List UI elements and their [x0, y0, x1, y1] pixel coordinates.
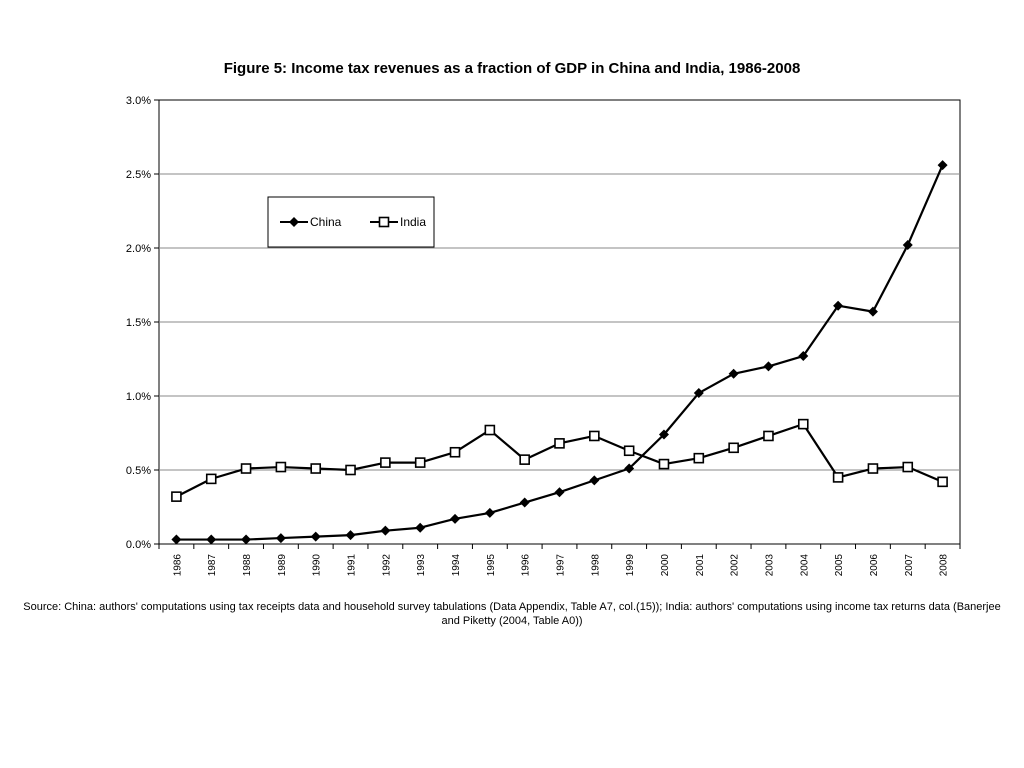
x-tick-label: 2004 [799, 554, 810, 577]
x-tick-label: 2002 [730, 554, 741, 577]
data-point-india [310, 463, 322, 474]
x-tick-label: 2006 [869, 554, 880, 577]
x-tick-label: 2007 [904, 554, 915, 577]
data-point-china [345, 530, 356, 541]
data-point-china [833, 300, 844, 311]
x-tick-label: 1996 [521, 554, 532, 577]
data-point-china [380, 525, 391, 536]
y-tick-label: 0.0% [126, 539, 151, 551]
data-point-china [937, 160, 948, 171]
data-point-china [484, 507, 495, 518]
data-point-china [867, 306, 878, 317]
x-tick-label: 1998 [590, 554, 601, 577]
data-point-china [171, 534, 182, 545]
data-point-china [693, 388, 704, 399]
x-tick-label: 1997 [556, 554, 567, 577]
data-point-china [241, 534, 252, 545]
data-point-china [589, 475, 600, 486]
legend-label-china: China [310, 215, 342, 229]
data-point-india [728, 442, 739, 454]
y-tick-label: 2.5% [126, 169, 151, 181]
y-tick-label: 2.0% [126, 243, 151, 255]
x-tick-label: 2000 [660, 554, 671, 577]
x-tick-label: 2003 [764, 554, 775, 577]
x-tick-label: 1992 [381, 554, 392, 577]
data-point-india [589, 430, 600, 442]
data-point-india [449, 446, 461, 458]
data-point-india [171, 491, 182, 502]
data-point-india [832, 472, 844, 483]
data-point-china [763, 361, 774, 372]
data-point-india [414, 457, 426, 468]
data-point-india [240, 463, 252, 474]
data-point-india [937, 476, 948, 488]
legend-marker-china [289, 217, 299, 227]
x-tick-label: 2005 [834, 554, 845, 577]
x-tick-label: 1987 [207, 554, 218, 577]
data-point-india [275, 461, 287, 473]
data-point-india [693, 452, 705, 464]
data-point-china [415, 522, 426, 533]
legend-marker-india [378, 216, 390, 228]
x-tick-label: 1993 [416, 554, 427, 577]
data-point-india [902, 461, 914, 473]
data-point-india [554, 438, 565, 449]
data-point-china [902, 240, 913, 251]
x-tick-label: 1999 [625, 554, 636, 577]
data-point-china [728, 368, 739, 379]
data-point-china [519, 497, 530, 508]
data-point-india [867, 463, 879, 474]
data-point-china [798, 351, 809, 362]
x-tick-label: 1994 [451, 554, 462, 577]
data-point-china [554, 487, 565, 498]
data-point-china [310, 531, 321, 542]
data-point-india [380, 457, 391, 468]
data-point-china [624, 463, 635, 474]
x-tick-label: 2001 [695, 554, 706, 577]
x-tick-label: 1986 [172, 554, 183, 577]
data-point-india [519, 454, 530, 465]
y-tick-label: 3.0% [126, 95, 151, 107]
data-point-india [484, 424, 496, 436]
series-line-india [175, 423, 944, 498]
data-point-china [206, 534, 217, 545]
data-point-india [658, 458, 670, 470]
y-tick-label: 0.5% [126, 465, 151, 477]
data-point-china [275, 533, 286, 544]
legend-label-india: India [400, 215, 426, 229]
x-tick-label: 1989 [277, 554, 288, 577]
x-tick-label: 1990 [312, 554, 323, 577]
x-tick-label: 1988 [242, 554, 253, 577]
x-tick-label: 1995 [486, 554, 497, 577]
data-point-china [450, 513, 461, 524]
x-tick-label: 1991 [347, 554, 358, 577]
data-point-india [623, 445, 635, 457]
data-point-china [658, 429, 669, 440]
data-point-india [205, 473, 217, 485]
data-point-india [763, 430, 774, 442]
source-note: Source: China: authors' computations usi… [23, 601, 1001, 627]
data-point-india [797, 418, 809, 430]
y-tick-label: 1.5% [126, 317, 151, 329]
chart-title: Figure 5: Income tax revenues as a fract… [223, 60, 801, 77]
x-tick-label: 2008 [939, 554, 950, 577]
y-tick-label: 1.0% [126, 391, 151, 403]
data-point-india [345, 464, 356, 476]
